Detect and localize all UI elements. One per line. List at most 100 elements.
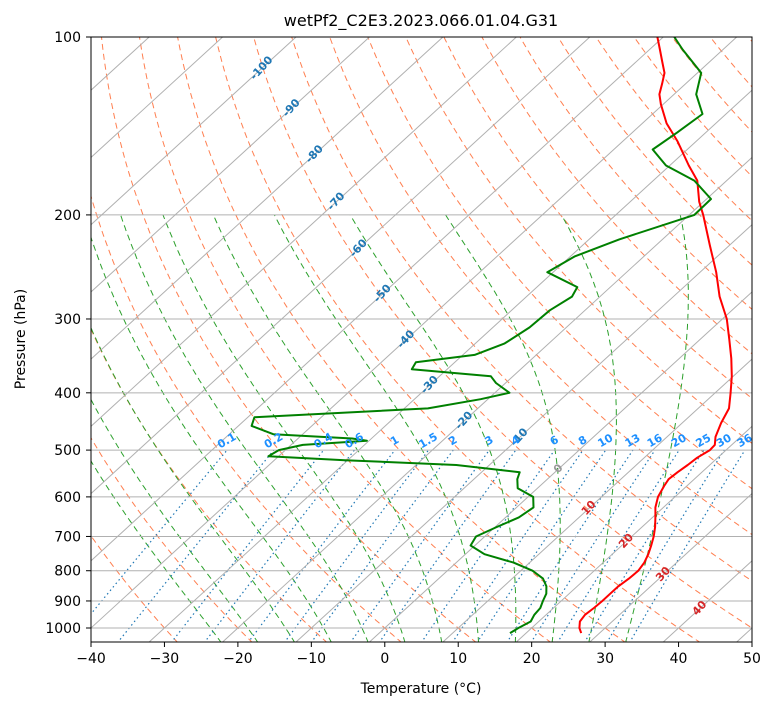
dry-adiabat-line bbox=[595, 37, 752, 222]
x-tick-label: −10 bbox=[297, 651, 327, 667]
mixing-ratio-line bbox=[530, 449, 656, 642]
mixing-ratio-label: 0.1 bbox=[215, 430, 238, 451]
mixing-ratio-line bbox=[284, 449, 429, 642]
plot-frame bbox=[90, 36, 753, 643]
x-tick-label: 50 bbox=[743, 651, 761, 667]
x-tick-label: 20 bbox=[523, 651, 541, 667]
mixing-ratio-label: 0.2 bbox=[262, 430, 285, 451]
moist-adiabat-line bbox=[445, 214, 561, 642]
isotherm-line bbox=[91, 37, 224, 159]
y-tick-label: 400 bbox=[54, 386, 81, 402]
mixing-ratio-label: 16 bbox=[645, 431, 665, 450]
mixing-ratio-line bbox=[557, 449, 680, 642]
moist-adiabat-line bbox=[120, 214, 369, 642]
dry-adiabat-line bbox=[519, 37, 752, 311]
dry-adiabat-line bbox=[405, 37, 752, 444]
moist-adiabat-line bbox=[212, 214, 443, 642]
y-tick-label: 100 bbox=[54, 30, 81, 46]
mixing-ratio-label: 8 bbox=[576, 433, 589, 448]
moist-adiabat-line bbox=[273, 214, 480, 642]
mixing-ratio-label: 10 bbox=[596, 431, 616, 450]
isotherm-line bbox=[368, 291, 752, 642]
moist-adiabat-line bbox=[91, 326, 295, 642]
moist-adiabat-line bbox=[91, 235, 332, 642]
mixing-ratio-label: 2 bbox=[446, 433, 459, 448]
dry-adiabat-line bbox=[91, 436, 253, 642]
x-tick-label: 40 bbox=[670, 651, 688, 667]
isotherm-line bbox=[221, 156, 752, 642]
dry-adiabat-line bbox=[747, 37, 752, 43]
mixing-ratio-line bbox=[350, 449, 490, 642]
mixing-ratio-label: 0.4 bbox=[312, 430, 336, 451]
sounding-profile-line bbox=[250, 37, 712, 634]
mixing-ratio-line bbox=[170, 449, 325, 642]
y-tick-label: 800 bbox=[54, 564, 81, 580]
mixing-ratio-line bbox=[421, 449, 556, 642]
isotherm-line bbox=[735, 627, 752, 642]
y-tick-label: 1000 bbox=[45, 621, 81, 637]
y-axis: 100 200 300 400 500 600 700 800 900 1000 bbox=[45, 30, 91, 637]
x-tick-label: 0 bbox=[380, 651, 389, 667]
isotherm-line bbox=[295, 223, 752, 642]
moist-adiabat-line bbox=[91, 460, 222, 642]
isotherm-line bbox=[91, 37, 665, 562]
mixing-ratio-line bbox=[584, 449, 705, 642]
y-tick-label: 700 bbox=[54, 529, 81, 545]
x-tick-label: −20 bbox=[223, 651, 253, 667]
y-tick-label: 900 bbox=[54, 594, 81, 610]
isotherm-line bbox=[442, 358, 752, 642]
dry-adiabat-line bbox=[253, 37, 752, 629]
isotherm-line bbox=[91, 37, 444, 360]
mixing-ratio-line bbox=[204, 449, 355, 642]
isotherm-line bbox=[91, 37, 591, 495]
x-tick-label: 10 bbox=[449, 651, 467, 667]
dry-adiabat-line bbox=[443, 37, 752, 400]
dry-adiabat-line bbox=[329, 37, 752, 536]
x-axis: −40 −30 −20 −10 0 10 20 30 40 50 bbox=[76, 642, 761, 667]
mixing-ratio-line bbox=[629, 449, 746, 642]
isotherm-label: -100 bbox=[247, 53, 275, 82]
dry-adiabat-line bbox=[91, 194, 402, 642]
isotherm-line bbox=[589, 492, 752, 642]
dry-adiabat-line bbox=[291, 37, 752, 582]
mixing-ratio-line bbox=[310, 449, 454, 642]
mixing-ratio-label: 13 bbox=[623, 431, 643, 450]
dry-adiabat-line bbox=[177, 37, 626, 642]
dry-adiabat-line bbox=[138, 37, 552, 642]
moist-adiabat-line bbox=[349, 214, 517, 642]
moist-adiabat-line bbox=[560, 214, 617, 642]
isotherm-line bbox=[91, 37, 297, 226]
isotherm-line bbox=[148, 89, 752, 642]
isotherm-line bbox=[91, 37, 738, 629]
y-tick-label: 500 bbox=[54, 443, 81, 459]
sounding-profile-line bbox=[578, 37, 733, 634]
dry-adiabat-line bbox=[100, 37, 477, 642]
mixing-ratio-label: 1 bbox=[388, 433, 401, 448]
x-axis-title: Temperature (°C) bbox=[360, 681, 482, 697]
plot-area: -100-90-80-70-60-50-40-30-20-10010203040… bbox=[91, 37, 755, 642]
mixing-ratio-label: 1.5 bbox=[417, 430, 440, 451]
mixing-ratio-line bbox=[606, 449, 725, 642]
isotherm-line bbox=[515, 425, 752, 642]
mixing-ratio-label: 6 bbox=[548, 433, 561, 448]
y-axis-title: Pressure (hPa) bbox=[13, 289, 29, 389]
mixing-ratio-label: 20 bbox=[669, 431, 689, 450]
mixing-ratio-label: 3 bbox=[482, 433, 495, 448]
y-tick-label: 600 bbox=[54, 490, 81, 506]
y-tick-label: 300 bbox=[54, 312, 81, 328]
mixing-ratio-line bbox=[117, 449, 275, 642]
y-tick-label: 200 bbox=[54, 208, 81, 224]
isotherm-line bbox=[662, 560, 752, 642]
chart-title: wetPf2_C2E3.2023.066.01.04.G31 bbox=[284, 11, 558, 31]
isotherm-line bbox=[91, 37, 518, 428]
dry-adiabat-line bbox=[367, 37, 752, 490]
isotherm-line bbox=[91, 37, 371, 293]
x-tick-label: −30 bbox=[150, 651, 180, 667]
mixing-ratio-line bbox=[476, 449, 607, 642]
mixing-ratio-label: 36 bbox=[735, 431, 755, 450]
moist-adiabat-line bbox=[162, 214, 406, 642]
x-tick-label: 30 bbox=[596, 651, 614, 667]
dry-adiabat-line bbox=[671, 37, 752, 133]
mixing-ratio-line bbox=[506, 449, 634, 642]
